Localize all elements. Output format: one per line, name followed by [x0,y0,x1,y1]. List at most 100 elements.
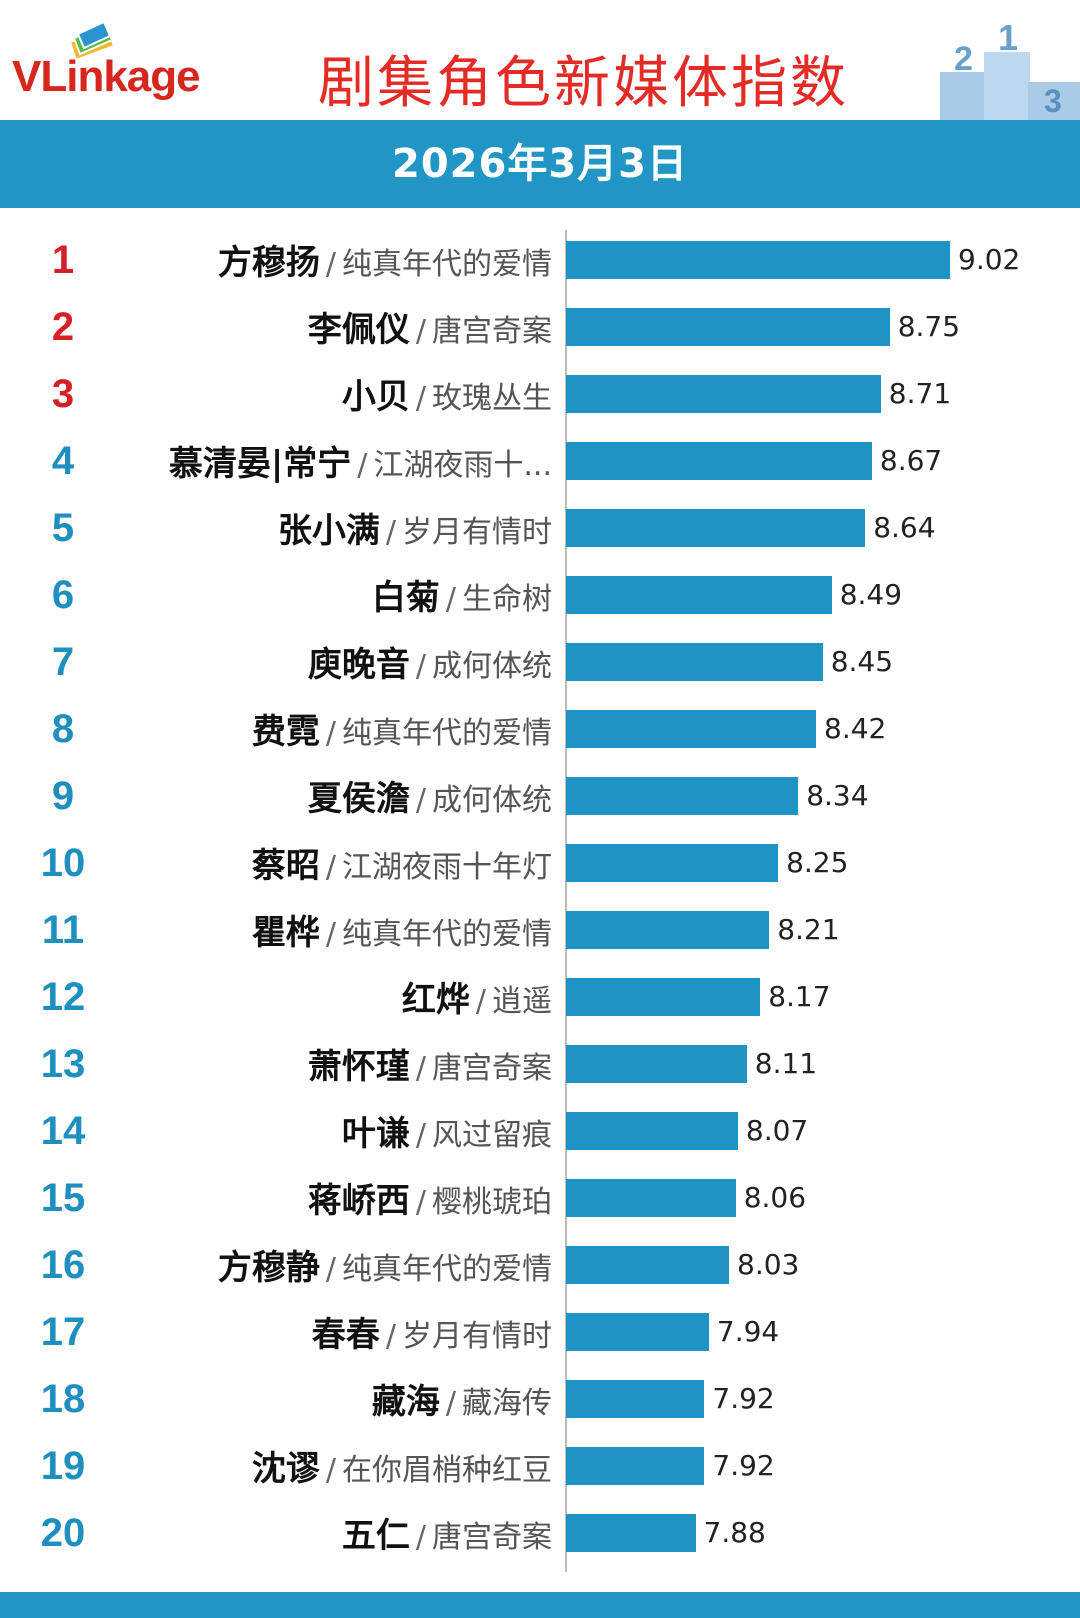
show-title: 逍遥 [492,984,552,1019]
chart-row: 3 小贝 / 玫瑰丛生 8.71 [0,364,1080,431]
chart-bar [566,710,816,748]
chart-bar [566,1313,709,1351]
chart-bar [566,643,823,681]
character-name: 五仁 [341,1516,410,1556]
header: VLinkage 剧集角色新媒体指数 2 1 3 [0,0,1080,122]
chart-row: 5 张小满 / 岁月有情时 8.64 [0,498,1080,565]
row-label: 红烨 / 逍遥 [402,967,552,1034]
label-separator: / [325,1453,336,1488]
label-separator: / [385,515,396,550]
label-separator: / [415,314,426,349]
bar-value-label: 8.07 [745,1114,809,1147]
bar-value-label: 8.21 [777,913,840,946]
row-label: 春春 / 岁月有情时 [312,1302,552,1369]
bar-value-label: 8.75 [897,310,961,343]
page-title: 剧集角色新媒体指数 [318,51,849,116]
show-title: 玫瑰丛生 [432,381,552,416]
rank-number: 17 [40,1310,86,1354]
show-title: 唐宫奇案 [432,314,552,349]
rank-number: 3 [51,372,75,416]
chart-bar [566,978,761,1016]
chart-axis-line [565,230,567,1572]
show-title: 藏海传 [462,1386,552,1421]
chart-row: 14 叶谦 / 风过留痕 8.07 [0,1101,1080,1168]
rank-number: 12 [40,975,86,1019]
rank-number: 11 [41,908,85,952]
show-title: 在你眉梢种红豆 [342,1453,552,1488]
character-name: 春春 [311,1315,380,1355]
chart-bar [566,1380,705,1418]
label-separator: / [357,448,368,483]
bar-value-label: 9.02 [958,243,1021,276]
chart-row: 4 慕清晏|常宁 / 江湖夜雨十... 8.67 [0,431,1080,498]
row-label: 慕清晏|常宁 / 江湖夜雨十... [169,431,552,498]
bar-value-label: 7.92 [712,1382,775,1415]
chart-bar [566,375,881,413]
row-label: 藏海 / 藏海传 [372,1369,552,1436]
rank-number: 14 [40,1109,86,1153]
show-title: 岁月有情时 [402,1319,552,1354]
chart-row: 15 蒋峤西 / 樱桃琥珀 8.06 [0,1168,1080,1235]
show-title: 生命树 [462,582,552,617]
vlinkage-logo: VLinkage [12,18,242,108]
show-title: 唐宫奇案 [432,1520,552,1555]
podium-icon: 2 1 3 [940,18,1080,122]
show-title: 江湖夜雨十... [373,448,552,483]
show-title: 纯真年代的爱情 [342,1252,552,1287]
character-name: 蒋峤西 [307,1181,410,1221]
character-name: 费霓 [251,712,320,752]
label-separator: / [415,1520,426,1555]
row-label: 白菊 / 生命树 [372,565,552,632]
bar-value-label: 8.64 [873,511,936,544]
chart-row: 18 藏海 / 藏海传 7.92 [0,1369,1080,1436]
character-name: 张小满 [277,511,380,551]
chart-row: 19 沈谬 / 在你眉梢种红豆 7.92 [0,1436,1080,1503]
bar-value-label: 8.49 [839,578,903,611]
label-separator: / [325,850,336,885]
character-name: 白菊 [371,578,440,618]
row-label: 费霓 / 纯真年代的爱情 [252,699,552,766]
chart-bar [566,241,950,279]
label-separator: / [445,1386,456,1421]
svg-text:2: 2 [954,40,973,78]
chart-row: 20 五仁 / 唐宫奇案 7.88 [0,1503,1080,1570]
label-separator: / [325,1252,336,1287]
chart-bar [566,777,799,815]
bar-value-label: 8.17 [768,980,831,1013]
label-separator: / [415,381,426,416]
show-title: 岁月有情时 [402,515,552,550]
label-separator: / [325,247,336,282]
character-name: 瞿桦 [251,913,320,953]
chart-row: 11 瞿桦 / 纯真年代的爱情 8.21 [0,900,1080,967]
label-separator: / [415,1051,426,1086]
rank-number: 10 [40,841,86,885]
chart-bar [566,1045,747,1083]
show-title: 纯真年代的爱情 [342,917,552,952]
bar-value-label: 8.34 [806,779,869,812]
row-label: 方穆扬 / 纯真年代的爱情 [218,230,552,297]
chart-bar [566,1514,696,1552]
chart-bar [566,911,770,949]
row-label: 李佩仪 / 唐宫奇案 [308,297,552,364]
chart-row: 12 红烨 / 逍遥 8.17 [0,967,1080,1034]
character-name: 沈谬 [251,1449,320,1489]
character-name: 小贝 [341,377,410,417]
row-label: 瞿桦 / 纯真年代的爱情 [252,900,552,967]
label-separator: / [415,1118,426,1153]
rank-number: 13 [40,1042,86,1086]
bar-value-label: 7.94 [716,1315,780,1348]
bar-value-label: 8.03 [737,1248,800,1281]
row-label: 蔡昭 / 江湖夜雨十年灯 [252,833,552,900]
label-separator: / [415,1185,426,1220]
character-name: 方穆扬 [217,243,320,283]
row-label: 萧怀瑾 / 唐宫奇案 [308,1034,552,1101]
chart-row: 6 白菊 / 生命树 8.49 [0,565,1080,632]
show-title: 唐宫奇案 [432,1051,552,1086]
label-separator: / [325,917,336,952]
rank-number: 16 [40,1243,86,1287]
show-title: 风过留痕 [432,1118,552,1153]
show-title: 樱桃琥珀 [432,1185,552,1220]
bar-value-label: 8.71 [888,377,952,410]
chart-bar [566,1112,738,1150]
